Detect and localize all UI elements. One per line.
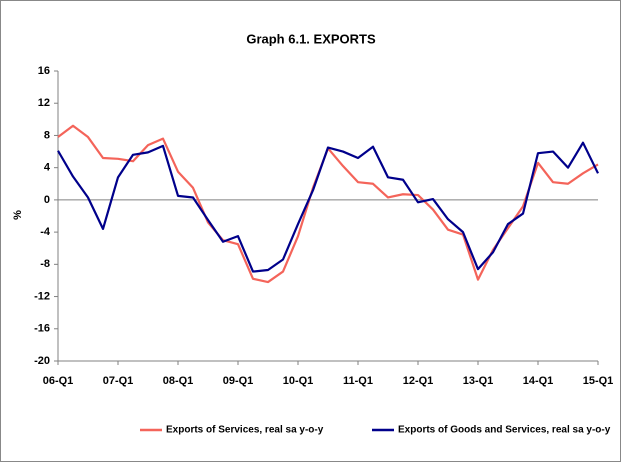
- y-tick-label: -20: [34, 355, 50, 367]
- x-tick-label: 09-Q1: [223, 375, 254, 387]
- y-tick-label: 0: [44, 194, 50, 206]
- chart-title: Graph 6.1. EXPORTS: [246, 31, 376, 46]
- x-tick-label: 07-Q1: [103, 375, 134, 387]
- y-tick-label: 12: [38, 97, 50, 109]
- x-tick-label: 06-Q1: [43, 375, 74, 387]
- y-tick-label: -16: [34, 323, 50, 335]
- legend-label: Exports of Goods and Services, real sa y…: [398, 425, 611, 436]
- y-tick-label: 8: [44, 129, 50, 141]
- y-tick-label: 4: [44, 162, 51, 174]
- y-tick-label: -4: [40, 226, 51, 238]
- y-axis-label: %: [12, 210, 24, 220]
- y-tick-label: -12: [34, 290, 50, 302]
- x-tick-label: 10-Q1: [283, 375, 314, 387]
- series-line: [57, 141, 599, 273]
- y-tick-label: -8: [40, 258, 50, 270]
- x-tick-label: 11-Q1: [343, 375, 373, 387]
- x-tick-label: 13-Q1: [463, 375, 494, 387]
- x-tick-label: 08-Q1: [163, 375, 194, 387]
- x-tick-label: 12-Q1: [403, 375, 434, 387]
- x-tick-label: 14-Q1: [523, 375, 554, 387]
- y-tick-label: 16: [38, 65, 50, 77]
- x-tick-label: 15-Q1: [583, 375, 614, 387]
- legend-label: Exports of Services, real sa y-o-y: [166, 425, 324, 436]
